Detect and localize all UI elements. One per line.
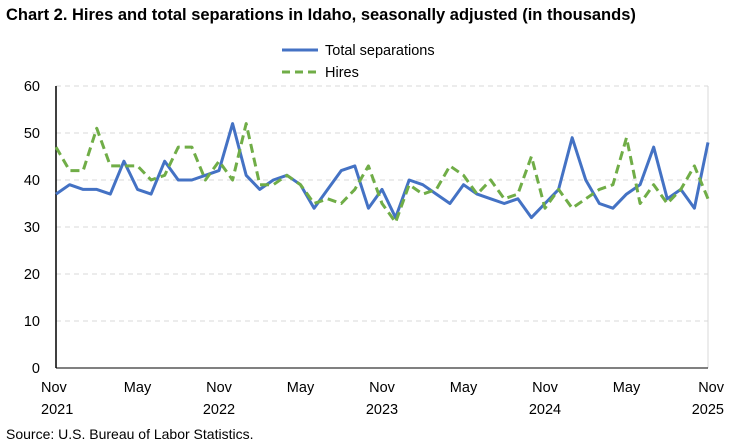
x-tick-year: 2021 (41, 402, 73, 418)
y-tick-label: 60 (24, 79, 40, 95)
legend-label: Hires (325, 65, 359, 81)
x-tick-label: Nov (532, 380, 559, 396)
y-tick-label: 0 (32, 361, 40, 377)
x-tick-label: May (287, 380, 315, 396)
x-tick-label: May (613, 380, 641, 396)
y-tick-label: 20 (24, 267, 40, 283)
x-tick-label: Nov (369, 380, 396, 396)
x-tick-year: 2022 (203, 402, 235, 418)
x-tick-year: 2024 (529, 402, 561, 418)
y-tick-label: 30 (24, 220, 40, 236)
x-tick-label: Nov (698, 380, 725, 396)
y-tick-label: 10 (24, 314, 40, 330)
source-note: Source: U.S. Bureau of Labor Statistics. (6, 426, 254, 442)
x-tick-label: May (124, 380, 152, 396)
legend-label: Total separations (325, 43, 435, 59)
x-tick-label: Nov (41, 380, 68, 396)
x-tick-year: 2025 (692, 402, 724, 418)
x-tick-label: Nov (206, 380, 233, 396)
series-line-hires (54, 122, 710, 224)
y-tick-label: 40 (24, 173, 40, 189)
x-tick-label: May (450, 380, 478, 396)
series-line-total-separations (55, 122, 710, 220)
x-tick-year: 2023 (366, 402, 398, 418)
chart-title: Chart 2. Hires and total separations in … (6, 6, 636, 24)
y-tick-label: 50 (24, 126, 40, 142)
